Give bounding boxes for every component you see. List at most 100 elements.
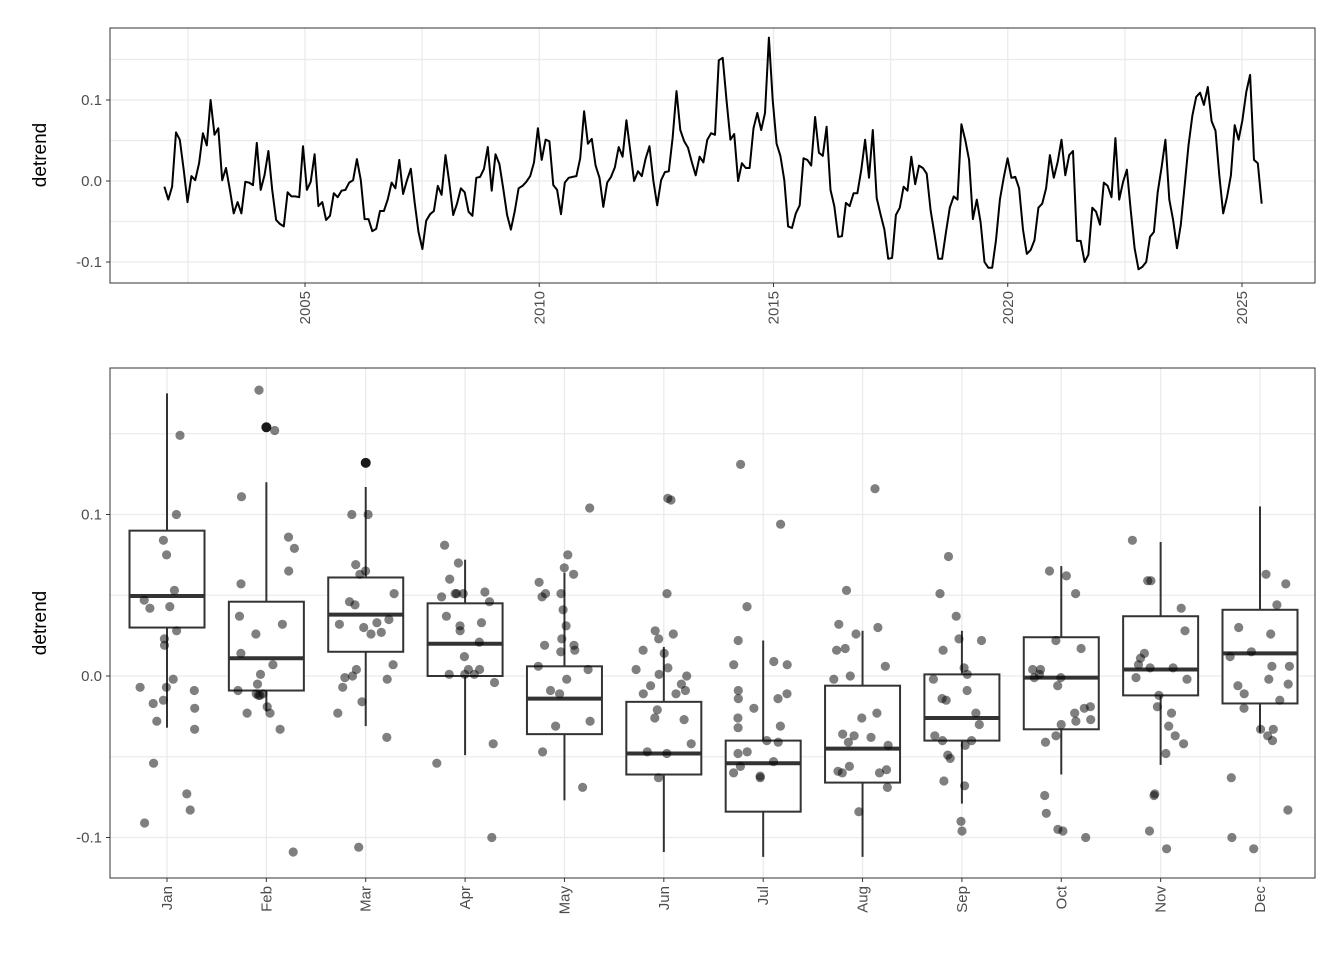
- box-jun: [625, 646, 703, 853]
- data-point: [347, 509, 357, 520]
- data-point: [569, 569, 579, 579]
- data-point: [1239, 689, 1249, 699]
- y-tick-label: 0.1: [81, 507, 102, 524]
- jitter-points: [135, 385, 1294, 857]
- data-point: [540, 640, 550, 650]
- data-point: [1268, 724, 1278, 734]
- data-point: [1246, 647, 1256, 657]
- data-point: [1239, 703, 1249, 713]
- data-point: [190, 703, 200, 713]
- data-point: [558, 605, 568, 615]
- data-point: [834, 619, 844, 629]
- data-point: [556, 589, 566, 599]
- data-point: [1044, 566, 1055, 576]
- data-point: [1283, 679, 1293, 689]
- data-point: [168, 674, 178, 684]
- data-point: [776, 519, 786, 529]
- data-point: [755, 773, 765, 783]
- data-point: [742, 602, 752, 612]
- data-point: [444, 669, 454, 680]
- data-point: [190, 724, 200, 734]
- data-point: [959, 663, 969, 673]
- data-point: [686, 739, 696, 749]
- data-point: [437, 592, 447, 602]
- data-point: [844, 761, 855, 772]
- data-point: [569, 640, 579, 650]
- box-iqr: [426, 602, 504, 678]
- data-point: [476, 618, 487, 628]
- data-point: [289, 543, 299, 554]
- data-point: [845, 671, 855, 681]
- data-point: [733, 723, 743, 733]
- data-point: [960, 781, 970, 791]
- data-point: [140, 818, 150, 828]
- data-point: [277, 619, 287, 629]
- data-point: [749, 703, 759, 713]
- data-point: [843, 737, 854, 747]
- data-point: [236, 579, 246, 589]
- data-point: [450, 589, 460, 599]
- data-point: [1139, 648, 1149, 659]
- data-point: [1225, 652, 1235, 662]
- data-point: [880, 661, 890, 671]
- data-point: [1071, 716, 1081, 726]
- data-point: [967, 736, 977, 746]
- data-point: [937, 736, 948, 746]
- data-point: [642, 747, 652, 757]
- data-point: [453, 558, 463, 568]
- data-point: [169, 585, 179, 596]
- box-jan: [128, 393, 206, 728]
- data-point: [354, 842, 364, 852]
- x-tick-label: Oct: [1053, 885, 1070, 909]
- data-point: [733, 635, 743, 646]
- x-tick-label: Nov: [1153, 886, 1170, 913]
- data-point: [538, 747, 548, 757]
- data-point: [638, 689, 648, 699]
- data-point: [545, 685, 556, 696]
- data-point: [459, 652, 469, 662]
- box-sep: [923, 630, 1001, 804]
- data-point: [1028, 664, 1038, 675]
- data-point: [159, 634, 169, 644]
- data-point: [388, 660, 398, 670]
- data-point: [1164, 721, 1174, 731]
- x-tick-label: Mar: [358, 886, 375, 912]
- x-tick-label: Feb: [258, 886, 275, 912]
- data-point: [1267, 736, 1278, 746]
- data-point: [333, 708, 343, 718]
- bottom-panel-border: [109, 367, 1316, 879]
- y-tick-label: -0.1: [76, 254, 102, 271]
- data-point: [976, 635, 987, 646]
- data-point: [1145, 663, 1155, 673]
- data-point: [659, 648, 669, 659]
- data-point: [189, 685, 199, 696]
- data-point: [1061, 571, 1071, 581]
- outlier-point: [261, 422, 272, 433]
- data-point: [742, 747, 752, 757]
- data-point: [1166, 708, 1177, 718]
- data-point: [840, 643, 850, 654]
- data-point: [1226, 773, 1236, 783]
- data-point: [1040, 790, 1050, 801]
- data-point: [1146, 576, 1156, 586]
- box-jul: [724, 640, 802, 857]
- data-point: [1162, 844, 1172, 854]
- x-tick-label: 2005: [297, 291, 314, 324]
- data-point: [736, 459, 746, 469]
- data-point: [242, 708, 252, 718]
- data-point: [662, 748, 672, 759]
- data-point: [1131, 673, 1141, 683]
- data-point: [1264, 674, 1274, 684]
- data-point: [440, 540, 450, 550]
- data-point: [671, 689, 681, 699]
- data-point: [782, 660, 792, 670]
- data-point: [941, 695, 951, 705]
- data-point: [351, 560, 361, 570]
- data-point: [334, 619, 344, 629]
- data-point: [775, 721, 786, 731]
- y-tick-label: -0.1: [76, 830, 102, 847]
- data-point: [484, 597, 495, 607]
- data-point: [236, 492, 247, 502]
- data-point: [960, 740, 970, 751]
- data-point: [962, 685, 972, 696]
